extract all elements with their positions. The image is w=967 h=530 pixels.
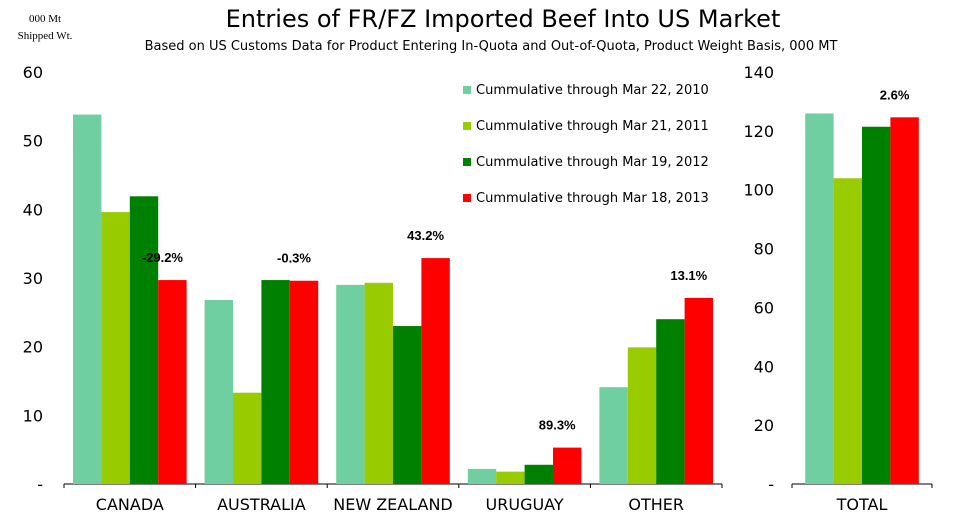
- y-axis-label-line2: Shipped Wt.: [18, 30, 73, 42]
- total-y-tick-label: 60: [754, 298, 774, 317]
- main-bar: [101, 212, 130, 484]
- main-bar: [553, 447, 582, 484]
- total-y-tick-label: 140: [743, 63, 774, 82]
- main-category-label: OTHER: [628, 495, 684, 514]
- main-y-tick-label: 40: [23, 200, 43, 219]
- main-bar: [421, 258, 450, 484]
- total-bar: [890, 117, 919, 484]
- main-y-tick-label: 30: [23, 269, 43, 288]
- legend: Cummulative through Mar 22, 2010 Cummulat…: [463, 83, 709, 206]
- main-y-tick-label: 60: [23, 63, 43, 82]
- main-chart-panel: - 10 20 30 40 50 60 CANADA -29.2% AUSTRALIA -0.3% N…: [23, 63, 723, 514]
- legend-label: Cummulative through Mar 22, 2010: [476, 83, 709, 98]
- main-change-annotation: 89.3%: [539, 418, 576, 433]
- total-y-tick-label: 20: [754, 416, 774, 435]
- main-bar: [496, 471, 525, 484]
- main-change-annotation: 13.1%: [670, 268, 707, 283]
- main-y-tick-label: 20: [23, 338, 43, 357]
- total-y-tick-label: -: [768, 475, 774, 494]
- main-bar: [289, 280, 319, 484]
- main-bar: [364, 282, 393, 484]
- main-bar: [336, 284, 365, 484]
- legend-label: Cummulative through Mar 18, 2013: [476, 191, 709, 206]
- total-bar: [862, 126, 891, 484]
- main-change-annotation: -0.3%: [277, 251, 311, 266]
- total-y-tick-label: 40: [754, 357, 774, 376]
- main-y-tick-label: 10: [23, 406, 43, 425]
- main-bar: [684, 297, 713, 484]
- total-y-tick-label: 120: [743, 122, 774, 141]
- total-chart-panel: - 20 40 60 80 100 120 140 TOTAL 2.6%: [743, 63, 933, 514]
- main-y-tick-label: -: [37, 475, 43, 494]
- main-change-annotation: 43.2%: [407, 228, 444, 243]
- main-bar: [467, 468, 497, 484]
- main-category-label: NEW ZEALAND: [333, 495, 453, 514]
- main-bar: [393, 326, 422, 484]
- legend-swatch: [463, 158, 471, 166]
- total-y-tick-label: 80: [754, 240, 774, 259]
- main-bar: [599, 387, 628, 484]
- main-bar: [656, 319, 685, 484]
- total-y-tick-label: 100: [743, 181, 774, 200]
- total-category-label: TOTAL: [836, 495, 888, 514]
- main-change-annotation: -29.2%: [142, 250, 184, 265]
- legend-label: Cummulative through Mar 19, 2012: [476, 155, 709, 170]
- legend-swatch: [463, 86, 471, 94]
- chart-title: Entries of FR/FZ Imported Beef Into US M…: [226, 5, 781, 33]
- main-category-label: AUSTRALIA: [217, 495, 306, 514]
- main-bar: [627, 347, 657, 484]
- main-bar: [158, 280, 187, 484]
- main-bar: [233, 392, 262, 484]
- total-change-annotation: 2.6%: [880, 87, 910, 102]
- main-category-label: URUGUAY: [486, 495, 564, 514]
- y-axis-label-line1: 000 Mt: [29, 13, 61, 25]
- main-category-label: CANADA: [96, 495, 164, 514]
- main-y-tick-label: 50: [23, 132, 43, 151]
- legend-swatch: [463, 122, 471, 130]
- legend-label: Cummulative through Mar 21, 2011: [476, 119, 709, 134]
- main-bar: [524, 464, 553, 484]
- main-bar: [204, 299, 233, 484]
- main-bar: [129, 196, 159, 484]
- main-bar: [73, 114, 102, 484]
- total-bar: [805, 113, 834, 484]
- total-bar: [833, 178, 862, 485]
- chart-subtitle: Based on US Customs Data for Product Ent…: [145, 39, 838, 54]
- main-bar: [261, 280, 290, 484]
- legend-swatch: [463, 194, 471, 202]
